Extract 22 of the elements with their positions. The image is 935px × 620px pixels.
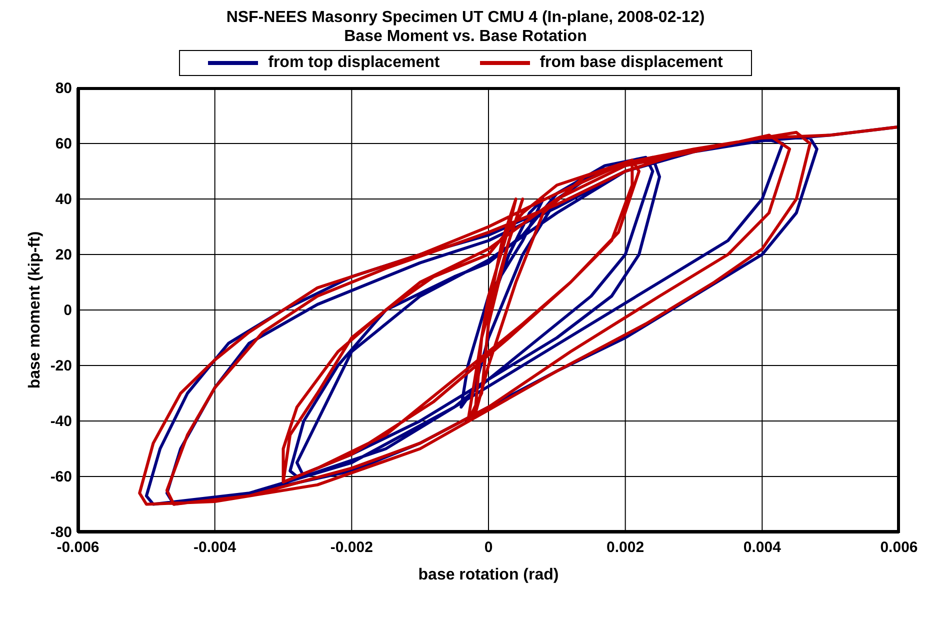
y-tick-label: -20 — [50, 358, 72, 374]
y-tick-label: 0 — [64, 302, 72, 319]
x-tick-label: -0.002 — [330, 539, 373, 556]
y-tick-label: -40 — [50, 413, 72, 430]
chart-title: NSF-NEES Masonry Specimen UT CMU 4 (In-plane, 2008-02-12) — [225, 8, 706, 27]
legend-label: from base displacement — [538, 54, 723, 72]
y-tick-label: -60 — [50, 468, 72, 486]
chart-subtitle: Base Moment vs. Base Rotation — [343, 27, 588, 46]
y-tick-label: 80 — [55, 80, 72, 97]
y-tick-label: 20 — [55, 246, 72, 264]
legend-label: from top displacement — [267, 54, 440, 72]
y-tick-label: -80 — [50, 524, 72, 541]
x-tick-label: 0.006 — [880, 539, 918, 556]
y-tick-label: 60 — [55, 136, 72, 152]
x-tick-label: 0 — [484, 539, 493, 556]
x-tick-label: -0.006 — [56, 539, 100, 556]
x-tick-label: -0.004 — [194, 539, 237, 556]
x-tick-label: 0.002 — [606, 539, 644, 556]
y-tick-label: 40 — [55, 191, 72, 208]
x-axis-title: base rotation (rad) — [418, 566, 559, 584]
x-tick-label: 0.004 — [743, 539, 782, 556]
y-axis-title: base moment (kip-ft) — [26, 231, 44, 389]
